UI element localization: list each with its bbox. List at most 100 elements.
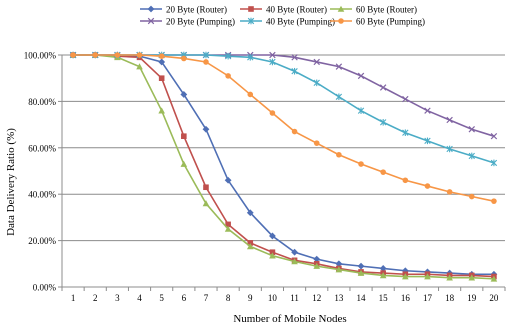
data-point	[402, 273, 409, 280]
x-tick-label: 7	[204, 293, 209, 303]
data-point	[335, 93, 343, 101]
data-point	[357, 262, 365, 270]
data-point	[181, 133, 187, 139]
data-point	[247, 54, 254, 61]
data-point	[247, 240, 254, 246]
marker-stroke	[357, 72, 365, 80]
data-point	[424, 137, 431, 145]
marker-stroke	[446, 116, 453, 124]
data-point	[468, 152, 475, 160]
chart-gridlines	[62, 54, 505, 242]
data-point	[491, 198, 497, 204]
marker-stroke	[379, 84, 387, 91]
series-2	[70, 52, 497, 280]
data-point	[468, 126, 475, 133]
legend-marker	[248, 6, 254, 12]
data-point	[291, 54, 298, 61]
data-point	[202, 51, 210, 59]
x-tick-label: 16	[401, 293, 411, 303]
data-point	[468, 193, 475, 200]
x-tick-label: 6	[182, 293, 187, 303]
legend-item-2: 40 Byte (Router)	[240, 5, 327, 15]
y-axis-ticks: 0.00% 20.00% 40.00% 60.00% 80.00% 100.00%	[24, 51, 62, 293]
data-point	[402, 95, 409, 103]
legend-marker	[247, 17, 255, 25]
data-point	[202, 125, 210, 133]
y-tick-label: 100.00%	[24, 51, 57, 61]
legend-item-1: 20 Byte (Router)	[140, 5, 227, 15]
x-axis-ticks: 1 2 3 4 5 6 7 8 9 10 11 12 13 14 15 16 17 18 19 20	[61, 287, 506, 303]
data-point	[269, 249, 276, 255]
series-line	[73, 54, 495, 164]
chart-legend: 20 Byte (Router) 40 Byte (Router) 60 Byte …	[140, 5, 425, 27]
series-line	[73, 54, 494, 280]
data-point	[402, 177, 409, 184]
y-axis-label: Data Delivery Ratio (%)	[5, 128, 17, 236]
data-point	[158, 53, 165, 59]
data-point	[291, 258, 298, 265]
data-point	[379, 84, 387, 91]
data-point	[335, 266, 343, 273]
x-tick-label: 3	[115, 293, 120, 303]
data-point	[224, 176, 232, 184]
data-point	[313, 79, 320, 87]
data-point	[158, 58, 166, 66]
data-point	[269, 252, 276, 259]
data-point	[446, 189, 453, 195]
chart-series	[69, 51, 498, 282]
data-point	[180, 91, 188, 98]
legend-item-5: 40 Byte (Pumping)	[240, 17, 335, 27]
marker-stroke	[269, 51, 276, 59]
x-tick-label: 14	[357, 293, 367, 303]
data-point	[424, 183, 431, 189]
x-tick-label: 4	[137, 293, 142, 303]
legend-label: 60 Byte (Pumping)	[356, 17, 425, 27]
data-point	[424, 107, 431, 114]
x-tick-label: 11	[290, 293, 299, 303]
data-point	[202, 200, 210, 207]
data-point	[335, 260, 343, 268]
x-tick-label: 8	[226, 293, 231, 303]
marker-stroke	[402, 95, 409, 103]
data-point	[92, 52, 99, 58]
marker-stroke	[335, 63, 343, 70]
legend-label: 60 Byte (Router)	[356, 5, 417, 15]
data-point	[291, 67, 298, 75]
x-tick-label: 10	[268, 293, 278, 303]
x-axis-label: Number of Mobile Nodes	[233, 313, 346, 325]
data-point	[402, 129, 409, 137]
data-point	[269, 110, 276, 116]
chart-axes	[61, 55, 505, 288]
series-6	[70, 52, 497, 204]
data-point	[203, 184, 209, 191]
data-point	[180, 160, 188, 167]
x-tick-label: 19	[467, 293, 477, 303]
series-5	[69, 51, 498, 167]
data-point	[269, 51, 276, 59]
y-tick-label: 40.00%	[28, 190, 56, 200]
legend-label: 20 Byte (Pumping)	[166, 17, 235, 27]
y-tick-label: 20.00%	[28, 236, 56, 246]
y-tick-label: 0.00%	[33, 283, 57, 293]
marker-stroke	[468, 126, 475, 133]
x-tick-label: 15	[379, 293, 389, 303]
data-point	[357, 107, 365, 114]
data-point	[490, 132, 498, 140]
legend-marker	[147, 5, 155, 13]
series-line	[73, 54, 495, 202]
x-tick-label: 13	[334, 293, 344, 303]
marker-stroke	[313, 58, 320, 66]
legend-marker	[337, 5, 345, 12]
series-3	[69, 51, 498, 282]
data-point	[224, 225, 232, 232]
data-point	[358, 161, 364, 167]
data-point	[379, 265, 387, 272]
y-tick-label: 60.00%	[28, 143, 56, 153]
data-point	[224, 52, 232, 60]
data-point	[291, 248, 298, 256]
data-point	[446, 145, 453, 153]
data-point	[136, 63, 143, 70]
data-point	[490, 275, 498, 282]
legend-marker	[338, 18, 344, 24]
data-point	[291, 128, 298, 135]
